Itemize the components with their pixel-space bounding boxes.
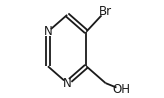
Text: OH: OH xyxy=(112,83,130,96)
Text: Br: Br xyxy=(99,5,112,18)
Text: N: N xyxy=(63,77,72,90)
Text: N: N xyxy=(43,25,52,38)
